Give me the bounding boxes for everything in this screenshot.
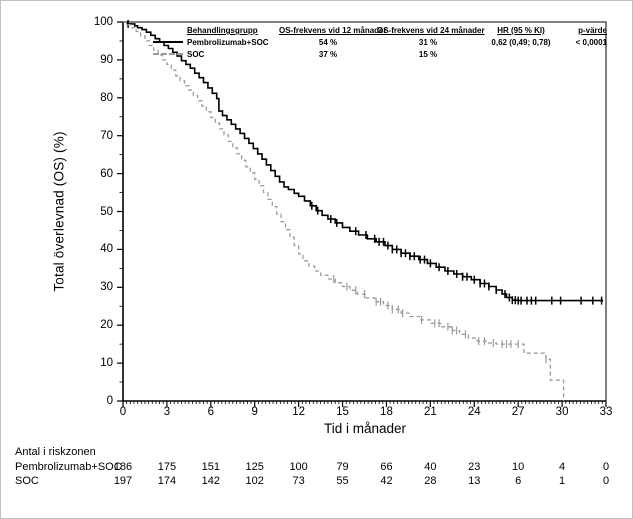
y-tick-label: 20 bbox=[100, 319, 113, 332]
risk-count: 4 bbox=[559, 461, 566, 473]
summary-row-os24: 15 % bbox=[418, 50, 438, 59]
summary-row-os24: 31 % bbox=[418, 38, 438, 47]
y-tick-label: 80 bbox=[100, 91, 113, 104]
y-tick-label: 10 bbox=[100, 357, 113, 370]
x-tick-label: 0 bbox=[119, 406, 127, 418]
risk-row-label-pembrolizumab: Pembrolizumab+SOC bbox=[15, 461, 122, 473]
plot-frame bbox=[122, 21, 607, 402]
x-tick-label: 18 bbox=[380, 406, 393, 418]
risk-count: 102 bbox=[245, 475, 264, 487]
x-tick-label: 24 bbox=[467, 406, 481, 418]
risk-count: 23 bbox=[468, 461, 481, 473]
y-axis-title: Total överlevnad (OS) (%) bbox=[51, 131, 67, 292]
risk-count: 79 bbox=[336, 461, 349, 473]
summary-row-pvalue: < 0,0001 bbox=[575, 38, 607, 47]
risk-count: 42 bbox=[380, 475, 393, 487]
x-tick-label: 30 bbox=[555, 406, 569, 418]
risk-count: 100 bbox=[289, 461, 308, 473]
y-tick-label: 40 bbox=[100, 243, 113, 256]
y-tick-label: 60 bbox=[100, 167, 113, 180]
risk-count: 186 bbox=[113, 461, 133, 473]
risk-count: 40 bbox=[424, 461, 437, 473]
risk-count: 175 bbox=[157, 461, 177, 473]
risk-count: 6 bbox=[515, 475, 522, 487]
summary-header-group: Behandlingsgrupp bbox=[187, 26, 258, 35]
summary-row-hr bbox=[479, 49, 563, 60]
summary-row-group: SOC bbox=[187, 50, 205, 59]
summary-header-os24: OS-frekvens vid 24 månader bbox=[377, 26, 485, 35]
risk-count: 13 bbox=[468, 475, 481, 487]
pembrolizumab-line-sample bbox=[153, 37, 187, 48]
x-tick-label: 9 bbox=[251, 406, 258, 418]
risk-count: 66 bbox=[380, 461, 393, 473]
y-tick-label: 0 bbox=[106, 395, 113, 407]
summary-header-hr: HR (95 % KI) bbox=[497, 26, 545, 35]
y-tick-label: 50 bbox=[100, 205, 113, 218]
summary-row-group: Pembrolizumab+SOC bbox=[187, 38, 269, 47]
risk-count: 55 bbox=[336, 475, 349, 487]
risk-count: 0 bbox=[602, 461, 610, 473]
x-tick-label: 12 bbox=[292, 406, 306, 418]
risk-count: 1 bbox=[559, 475, 566, 487]
x-tick-label: 6 bbox=[207, 406, 215, 418]
summary-row-pvalue bbox=[563, 49, 607, 60]
y-tick-label: 90 bbox=[100, 53, 113, 66]
risk-count: 142 bbox=[201, 475, 220, 487]
risk-count: 28 bbox=[424, 475, 437, 487]
summary-row-os12: 54 % bbox=[318, 38, 338, 47]
soc-line-sample bbox=[153, 49, 187, 60]
x-axis-title: Tid i månader bbox=[323, 421, 407, 436]
risk-count: 125 bbox=[245, 461, 264, 473]
km-curve-pembrolizumab-soc bbox=[123, 21, 604, 302]
x-tick-label: 3 bbox=[163, 406, 171, 418]
summary-row-os12: 37 % bbox=[318, 50, 338, 59]
summary-header-spacer bbox=[153, 25, 187, 36]
km-curve-soc bbox=[123, 21, 565, 401]
risk-count: 197 bbox=[113, 475, 133, 487]
risk-count: 151 bbox=[201, 461, 220, 473]
summary-table: Behandlingsgrupp OS-frekvens vid 12 måna… bbox=[153, 25, 607, 60]
solid-line-icon bbox=[153, 41, 183, 43]
risk-count: 0 bbox=[602, 475, 610, 487]
x-tick-label: 27 bbox=[511, 406, 525, 418]
summary-header-os12: OS-frekvens vid 12 månader bbox=[279, 26, 387, 35]
risk-count: 10 bbox=[512, 461, 525, 473]
x-tick-label: 21 bbox=[423, 406, 437, 418]
x-tick-label: 33 bbox=[599, 406, 613, 418]
risk-count: 73 bbox=[292, 475, 305, 487]
x-tick-label: 15 bbox=[336, 406, 349, 418]
summary-header-pvalue: p-värde bbox=[578, 26, 607, 35]
summary-row-hr: 0,62 (0,49; 0,78) bbox=[491, 38, 551, 47]
y-tick-label: 70 bbox=[100, 129, 113, 142]
y-tick-label: 100 bbox=[93, 16, 113, 28]
risk-count: 174 bbox=[157, 475, 177, 487]
risk-row-label-soc: SOC bbox=[15, 475, 39, 487]
y-tick-label: 30 bbox=[100, 281, 113, 294]
risk-table-title: Antal i riskzonen bbox=[15, 446, 96, 458]
dashed-line-icon bbox=[153, 53, 183, 55]
